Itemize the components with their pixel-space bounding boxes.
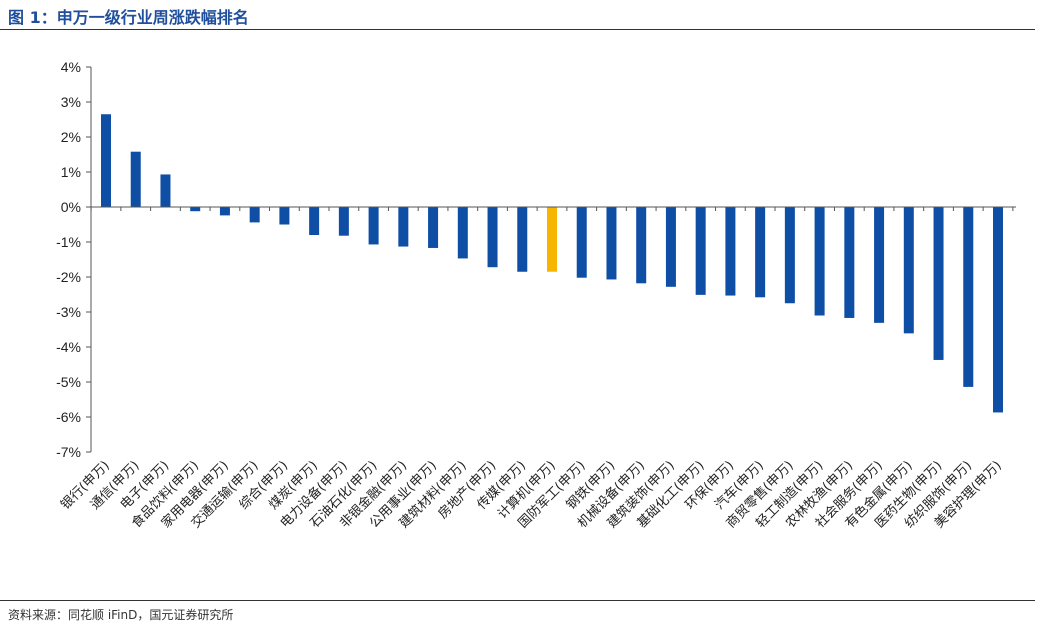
bars xyxy=(101,114,1003,413)
bottom-divider xyxy=(0,600,1035,601)
bar xyxy=(993,207,1003,413)
bar xyxy=(665,207,676,287)
bar xyxy=(547,207,557,272)
bar xyxy=(903,207,914,334)
bar xyxy=(874,207,885,323)
bar xyxy=(457,207,468,259)
y-tick-label: -1% xyxy=(56,234,81,250)
bar xyxy=(695,207,706,295)
bar xyxy=(606,207,617,280)
category-labels: 银行(申万)通信(申万)电子(申万)食品饮料(申万)家用电器(申万)交通运输(申… xyxy=(58,458,1005,532)
bar xyxy=(487,207,498,268)
y-tick-label: -3% xyxy=(56,304,81,320)
y-tick-label: 1% xyxy=(61,164,81,180)
bar xyxy=(398,207,409,247)
bar xyxy=(101,114,111,207)
y-tick-label: 3% xyxy=(61,94,81,110)
top-divider xyxy=(0,29,1035,30)
y-tick-label: 0% xyxy=(61,199,81,215)
bar xyxy=(963,207,974,387)
bar xyxy=(814,207,825,316)
y-tick-label: -4% xyxy=(56,339,81,355)
bar xyxy=(933,207,944,360)
bar-chart: 4% 3% 2% 1% 0% -1% -2% -3% -4% -5% -6% -7% 银行(申万)通信… xyxy=(56,59,1016,532)
y-tick-label: 4% xyxy=(61,59,81,75)
bar xyxy=(844,207,855,318)
bar xyxy=(249,207,260,223)
bar xyxy=(755,207,766,298)
bar xyxy=(190,207,201,212)
bar xyxy=(219,207,230,216)
bar xyxy=(130,151,141,207)
source-note: 资料来源：同花顺 iFinD，国元证券研究所 xyxy=(8,608,234,622)
bar xyxy=(725,207,736,296)
bar xyxy=(160,174,171,207)
x-axis xyxy=(90,206,1016,211)
y-axis: 4% 3% 2% 1% 0% -1% -2% -3% -4% -5% -6% -7% xyxy=(56,59,92,460)
bar xyxy=(576,207,587,278)
y-tick-label: -5% xyxy=(56,374,81,390)
bar xyxy=(428,207,439,248)
bar xyxy=(784,207,795,304)
figure-title: 图 1：申万一级行业周涨跌幅排名 xyxy=(8,8,249,27)
bar xyxy=(636,207,647,284)
y-tick-label: -6% xyxy=(56,409,81,425)
bar xyxy=(517,207,528,272)
bar xyxy=(279,207,290,225)
bar xyxy=(338,207,349,236)
y-tick-label: -2% xyxy=(56,269,81,285)
y-tick-label: -7% xyxy=(56,444,81,460)
bar xyxy=(368,207,379,245)
bar xyxy=(309,207,320,235)
y-tick-label: 2% xyxy=(61,129,81,145)
